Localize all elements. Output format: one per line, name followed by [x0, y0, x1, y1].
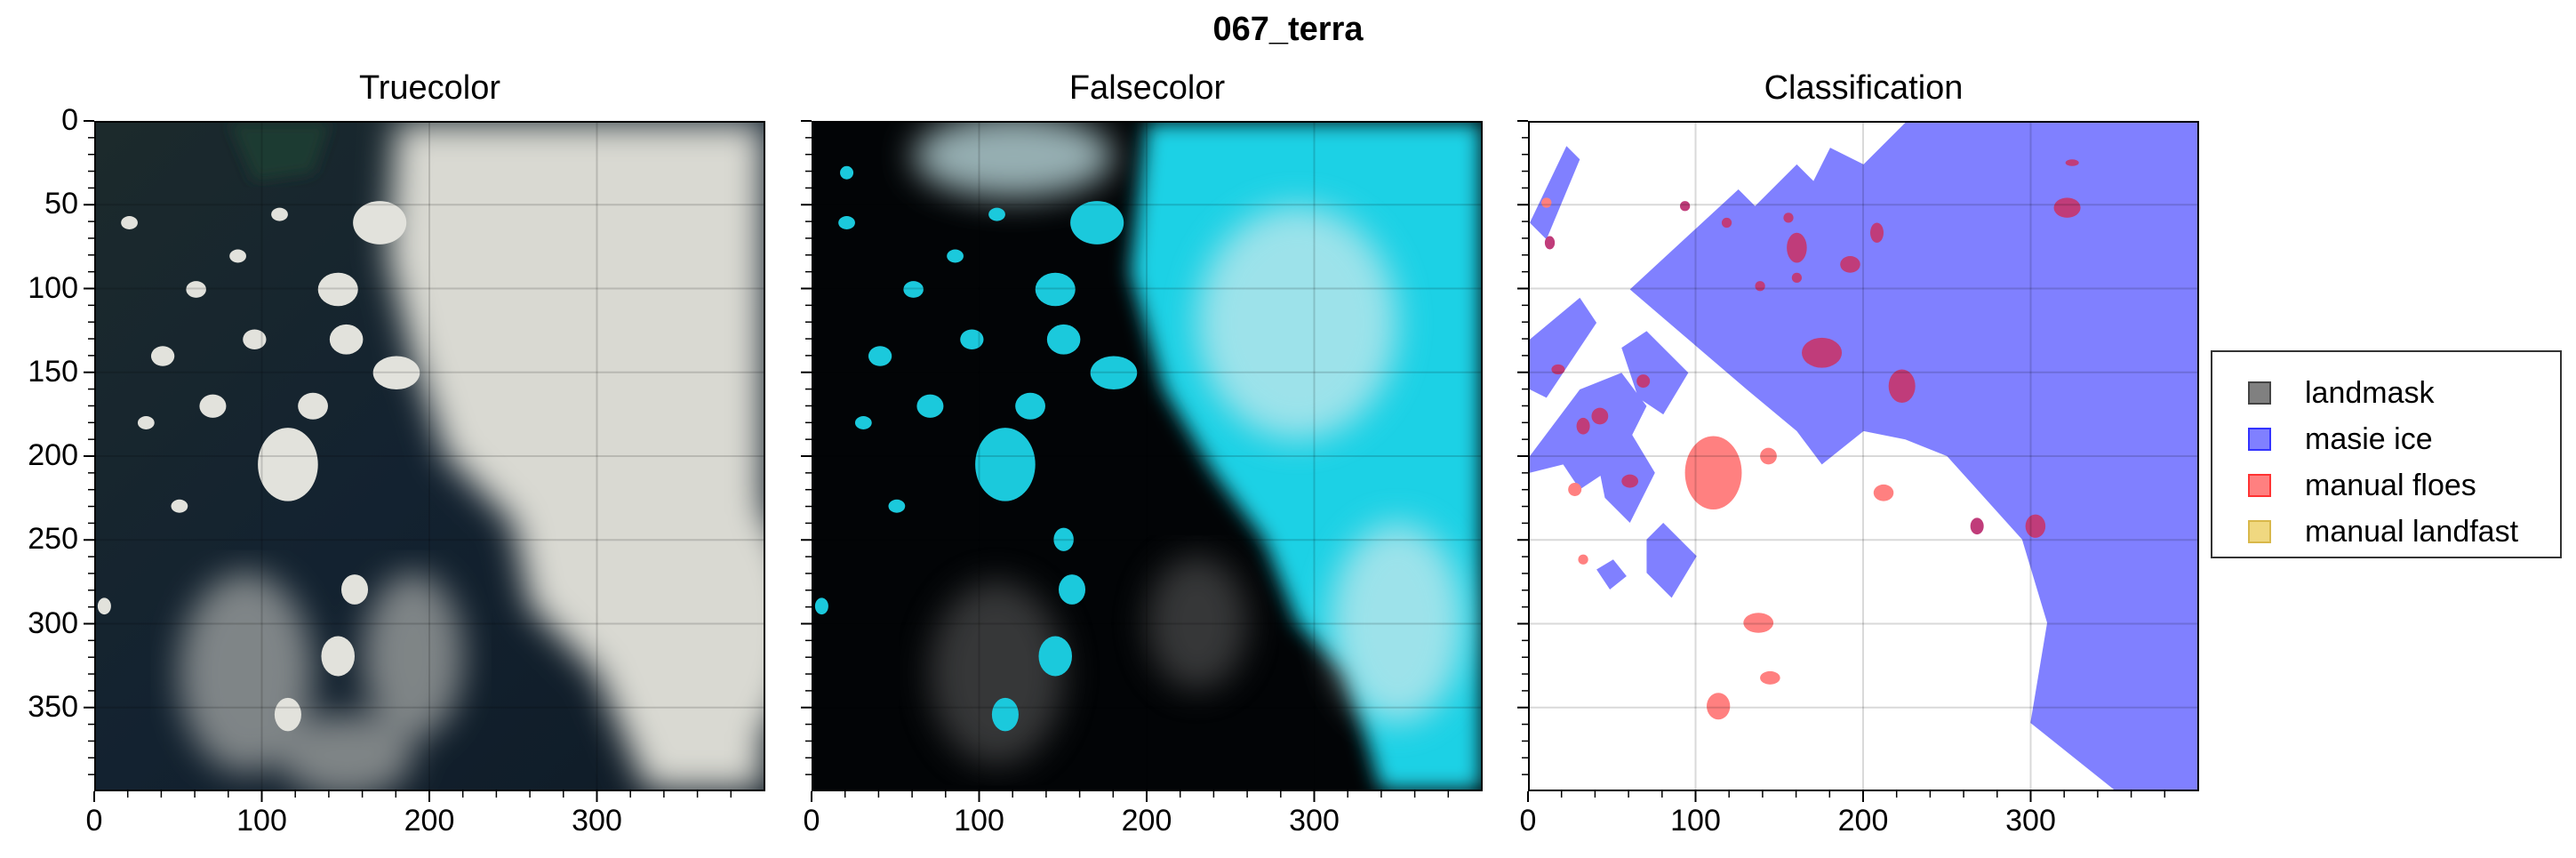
legend-label: landmask: [2305, 375, 2435, 410]
legend-swatch: [2248, 381, 2271, 405]
x-tick-label: 300: [2005, 804, 2056, 838]
legend-item-landmask: landmask: [2248, 375, 2435, 411]
y-tick-label: 50: [44, 187, 78, 221]
y-tick-label: 200: [28, 438, 78, 472]
x-tick-label: 200: [1837, 804, 1889, 838]
truecolor-image: [96, 123, 764, 790]
legend-label: masie ice: [2305, 421, 2433, 456]
legend: landmask masie ice manual floes manual l…: [2211, 350, 2562, 558]
x-tick-label: 200: [1121, 804, 1172, 838]
panel-title-falsecolor: Falsecolor: [1068, 69, 1226, 107]
x-tick-label: 0: [1519, 804, 1537, 838]
suptitle: 067_terra: [1212, 11, 1364, 48]
x-tick-label: 0: [803, 804, 820, 838]
falsecolor-panel: [812, 121, 1483, 791]
legend-swatch: [2248, 520, 2271, 543]
panel-title-classification: Classification: [1764, 69, 1964, 107]
x-tick-label: 300: [572, 804, 622, 838]
legend-label: manual floes: [2305, 468, 2476, 502]
legend-label: manual landfast: [2305, 514, 2519, 549]
classification-image: [1530, 123, 2197, 790]
panel-title-truecolor: Truecolor: [358, 69, 501, 107]
y-tick-label: 150: [28, 354, 78, 389]
legend-item-manual-floes: manual floes: [2248, 468, 2476, 503]
y-tick-label: 350: [28, 689, 78, 724]
legend-item-masie-ice: masie ice: [2248, 421, 2433, 457]
falsecolor-image: [813, 123, 1481, 790]
y-tick-label: 300: [28, 605, 78, 640]
x-tick-label: 100: [954, 804, 1004, 838]
x-tick-label: 100: [1670, 804, 1721, 838]
legend-swatch: [2248, 474, 2271, 497]
x-tick-label: 0: [85, 804, 103, 838]
truecolor-panel: [94, 121, 765, 791]
legend-swatch: [2248, 428, 2271, 451]
classification-panel: [1528, 121, 2199, 791]
y-tick-label: 0: [61, 103, 78, 137]
legend-item-manual-landfast: manual landfast: [2248, 514, 2518, 549]
y-tick-label: 250: [28, 522, 78, 557]
y-tick-label: 100: [28, 270, 78, 305]
x-tick-label: 100: [236, 804, 287, 838]
x-tick-label: 200: [404, 804, 455, 838]
x-tick-label: 300: [1289, 804, 1340, 838]
